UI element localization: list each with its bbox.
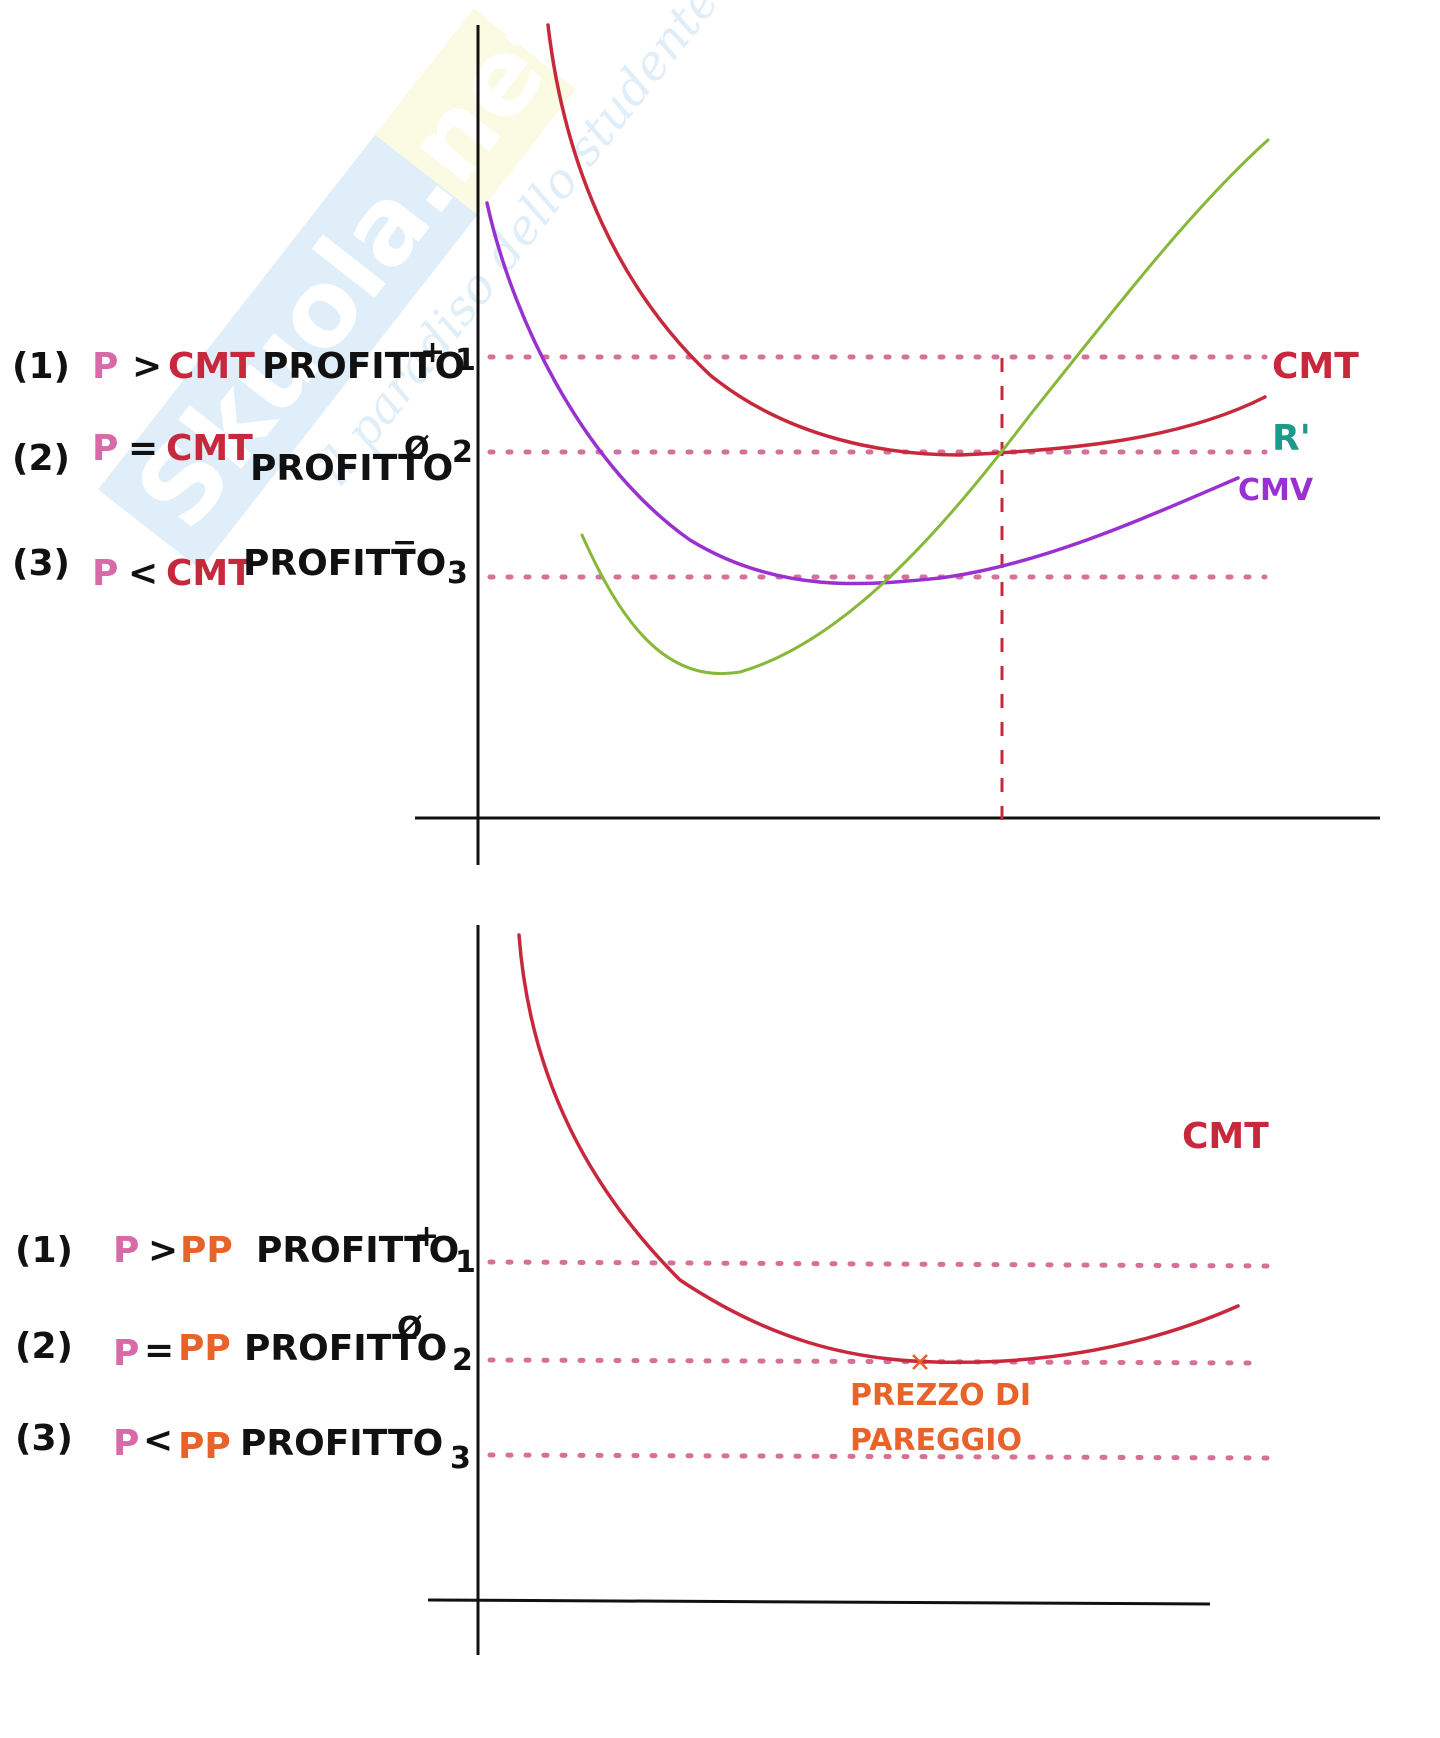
break-even-label-line-2: PAREGGIO: [850, 1423, 1022, 1458]
bottom-level-2: 2: [452, 1343, 473, 1378]
bottom-row-2-sign: Ø: [397, 1311, 423, 1346]
watermark-band: [98, 79, 521, 570]
top-row-3-profit: PROFITTO: [243, 543, 446, 584]
break-even-marker: [912, 1354, 928, 1370]
top-row-2-sign: Ø: [404, 431, 430, 466]
watermark-band-accent: [375, 8, 577, 215]
top-row-1-operator: >: [132, 346, 162, 387]
bottom-row-1-sign: +: [414, 1219, 439, 1254]
top-r-prime-curve: [580, 138, 1270, 676]
top-cmv-label: CMV: [1238, 473, 1314, 508]
bottom-row-1-number: (1): [15, 1230, 73, 1271]
bottom-level-3: 3: [450, 1441, 471, 1476]
bottom-row-2-ref: PP: [178, 1328, 231, 1369]
bottom-cmt-curve: [517, 933, 1240, 1365]
top-row-2-ref: CMT: [166, 428, 253, 469]
bottom-row-3-profit: PROFITTO: [240, 1423, 443, 1464]
top-row-1-sign: +: [420, 335, 445, 370]
top-row-1-profit: PROFITTO: [262, 346, 465, 387]
bottom-level-1: 1: [455, 1245, 476, 1280]
bottom-row-3-number: (3): [15, 1418, 73, 1459]
top-row-3-ref: CMT: [166, 553, 253, 594]
bottom-row-2-profit: PROFITTO: [244, 1328, 447, 1369]
top-diagram: 1 2 3 (1) P > CMT PROFITTO + (2) P = CMT…: [12, 23, 1380, 865]
bottom-cmt-label: CMT: [1182, 1116, 1269, 1157]
top-level-1: 1: [455, 343, 476, 378]
top-row-2-p: P: [92, 428, 118, 469]
bottom-row-3-operator: <: [143, 1420, 173, 1461]
top-row-3-sign: −: [392, 525, 417, 560]
top-row-2-operator: =: [128, 428, 158, 469]
bottom-x-axis: [427, 1598, 1211, 1606]
top-level-3: 3: [447, 556, 468, 591]
top-row-3-number: (3): [12, 543, 70, 584]
top-cmt-label: CMT: [1272, 346, 1359, 387]
top-row-3-p: P: [92, 553, 118, 594]
top-row-1-number: (1): [12, 346, 70, 387]
bottom-row-1-profit: PROFITTO: [256, 1230, 459, 1271]
bottom-level-line-2: [487, 1357, 1258, 1366]
bottom-row-2-number: (2): [15, 1326, 73, 1367]
top-cmv-curve: [485, 201, 1240, 586]
bottom-row-3-ref: PP: [178, 1426, 231, 1467]
top-level-2: 2: [452, 435, 473, 470]
bottom-level-line-1: [487, 1259, 1271, 1269]
bottom-row-3-sign: −: [385, 1413, 410, 1448]
bottom-row-2-p: P: [113, 1333, 139, 1374]
top-row-3-operator: <: [128, 553, 158, 594]
watermark: Skuola.net il paradiso dello studente: [98, 0, 730, 570]
top-row-2-number: (2): [12, 438, 70, 479]
top-cmt-curve: [546, 23, 1267, 457]
top-row-2-profit: PROFITTO: [250, 448, 453, 489]
bottom-row-1-ref: PP: [180, 1230, 233, 1271]
top-r-prime-label: R': [1272, 418, 1311, 459]
bottom-level-line-3: [487, 1452, 1271, 1461]
bottom-row-1-p: P: [113, 1230, 139, 1271]
break-even-label-line-1: PREZZO DI: [850, 1378, 1031, 1413]
bottom-row-3-p: P: [113, 1423, 139, 1464]
top-row-1-p: P: [92, 346, 118, 387]
bottom-diagram: 1 2 3 (1) P > PP PROFITTO + (2) P = PP P…: [15, 925, 1271, 1655]
top-row-1-ref: CMT: [168, 346, 255, 387]
bottom-row-1-operator: >: [148, 1230, 178, 1271]
bottom-row-2-operator: =: [144, 1330, 174, 1371]
